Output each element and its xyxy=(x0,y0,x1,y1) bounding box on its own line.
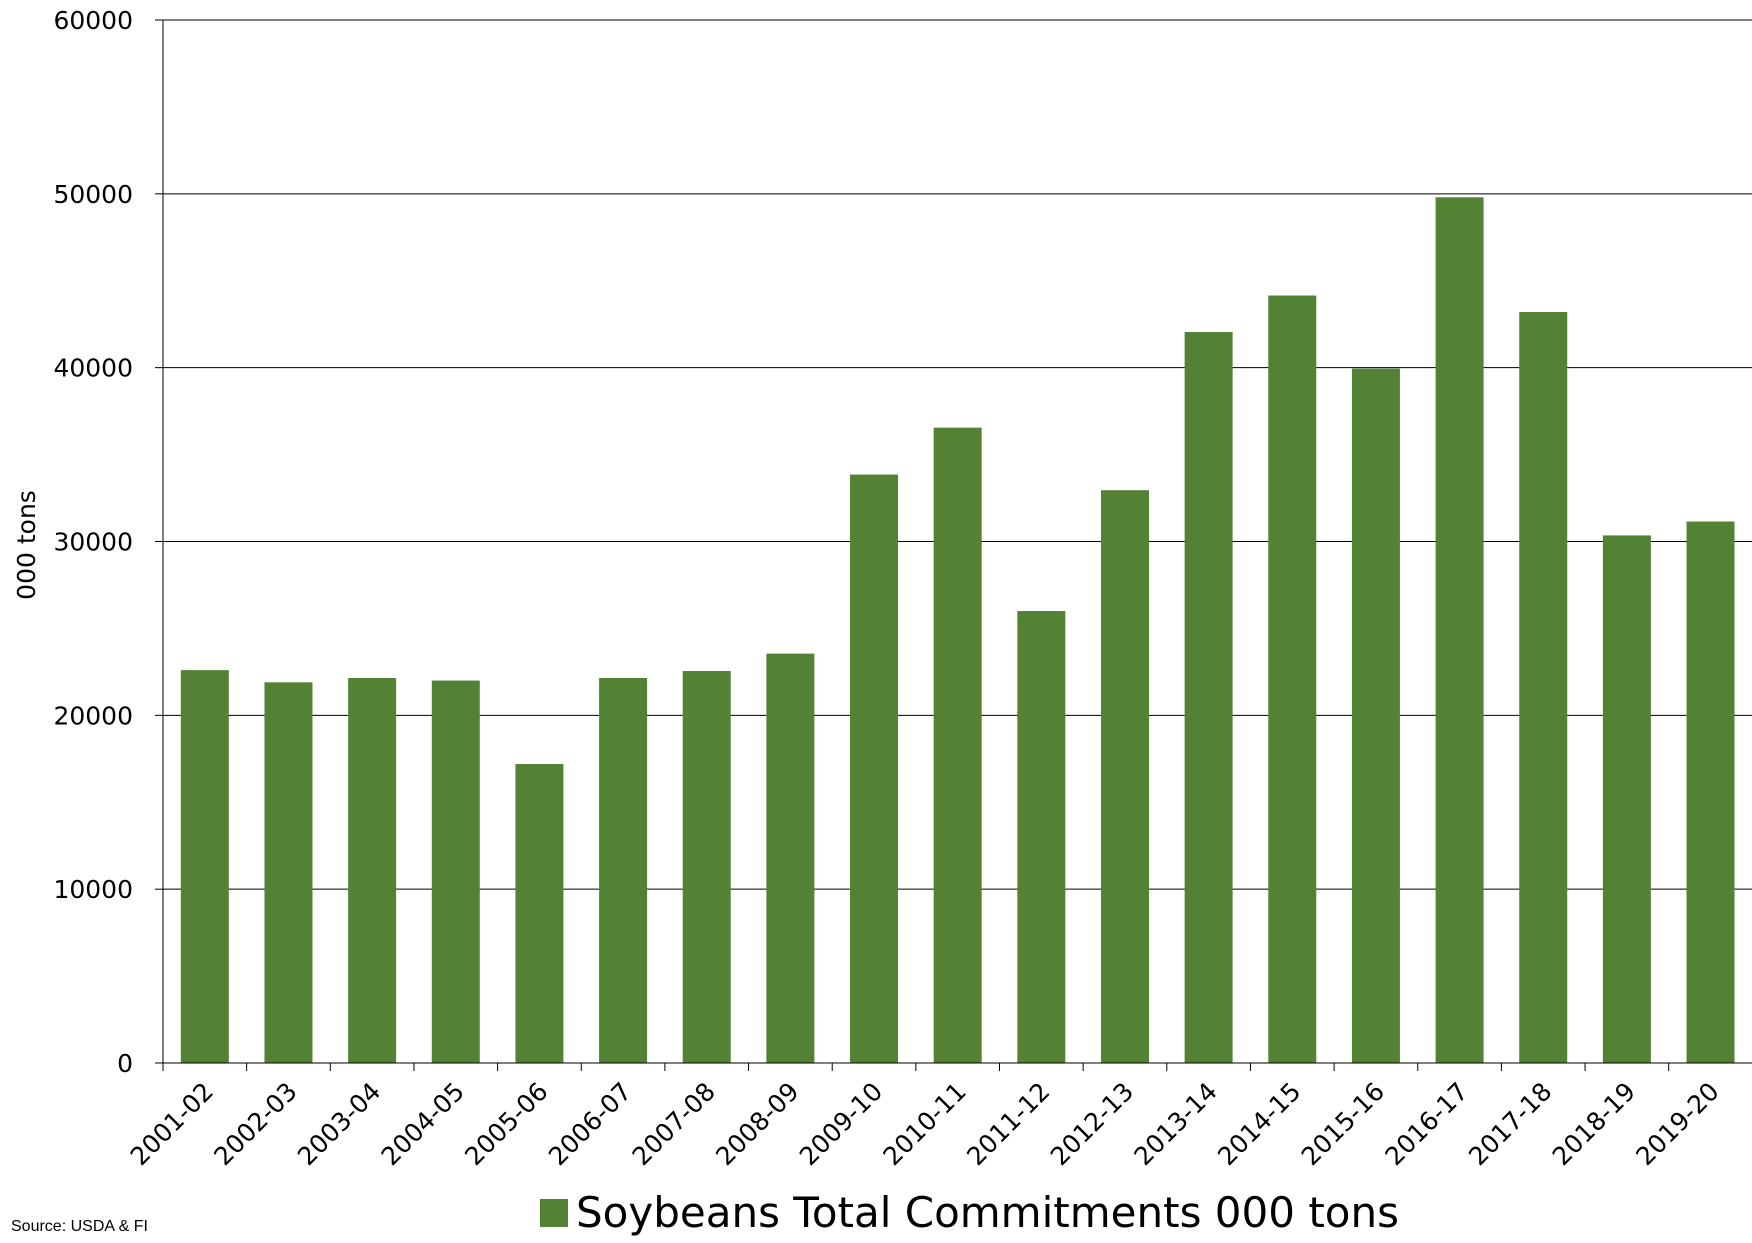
bar xyxy=(1602,535,1651,1063)
bar xyxy=(1686,521,1735,1063)
y-tick-label: 20000 xyxy=(53,701,133,730)
x-tick-label: 2016-17 xyxy=(1379,1077,1473,1171)
x-tick-label: 2001-02 xyxy=(125,1077,219,1171)
bar xyxy=(1268,295,1317,1063)
x-tick-label: 2006-07 xyxy=(543,1077,637,1171)
bar xyxy=(766,653,815,1063)
bar xyxy=(850,474,899,1063)
y-tick-label: 30000 xyxy=(53,528,133,557)
y-axis-title: 000 tons xyxy=(12,490,41,600)
bar-series xyxy=(180,197,1735,1063)
x-tick-label: 2012-13 xyxy=(1045,1077,1139,1171)
bar xyxy=(515,764,564,1063)
bar xyxy=(348,677,397,1063)
bar xyxy=(1351,368,1400,1063)
y-tick-label: 40000 xyxy=(53,354,133,383)
x-tick-label: 2005-06 xyxy=(459,1077,553,1171)
x-tick-label: 2011-12 xyxy=(961,1077,1055,1171)
x-tick-label: 2003-04 xyxy=(292,1077,386,1171)
bar xyxy=(431,680,480,1063)
bar xyxy=(264,682,313,1063)
y-tick-labels: 0 10000 20000 30000 40000 50000 60000 xyxy=(53,6,133,1078)
bar xyxy=(1519,312,1568,1063)
x-tick-label: 2018-19 xyxy=(1547,1077,1641,1171)
bar xyxy=(1017,611,1066,1063)
y-tick-label: 50000 xyxy=(53,180,133,209)
axes xyxy=(162,20,1752,1071)
legend: Soybeans Total Commitments 000 tons xyxy=(540,1190,1399,1236)
bar xyxy=(1435,197,1484,1063)
x-tick-label: 2007-08 xyxy=(627,1077,721,1171)
bar xyxy=(933,427,982,1063)
bar xyxy=(1100,490,1149,1063)
bar xyxy=(1184,332,1233,1063)
x-tick-label: 2009-10 xyxy=(794,1077,888,1171)
x-tick-label: 2013-14 xyxy=(1128,1077,1222,1171)
legend-swatch xyxy=(540,1199,568,1227)
x-tick-label: 2015-16 xyxy=(1296,1077,1390,1171)
source-note: Source: USDA & FI xyxy=(11,1218,148,1235)
legend-label: Soybeans Total Commitments 000 tons xyxy=(576,1188,1399,1237)
x-tick-label: 2019-20 xyxy=(1630,1077,1724,1171)
y-tick-label: 60000 xyxy=(53,6,133,35)
bar xyxy=(682,671,731,1063)
x-tick-label: 2010-11 xyxy=(878,1077,972,1171)
x-tick-labels: 2001-022002-032003-042004-052005-062006-… xyxy=(125,1077,1725,1171)
y-tick-label: 10000 xyxy=(53,875,133,904)
bar xyxy=(180,670,229,1063)
y-tick-label: 0 xyxy=(117,1049,133,1078)
x-tick-label: 2014-15 xyxy=(1212,1077,1306,1171)
bar xyxy=(599,677,648,1063)
x-tick-label: 2004-05 xyxy=(376,1077,470,1171)
x-tick-label: 2008-09 xyxy=(710,1077,804,1171)
x-tick-label: 2002-03 xyxy=(208,1077,302,1171)
x-tick-label: 2017-18 xyxy=(1463,1077,1557,1171)
